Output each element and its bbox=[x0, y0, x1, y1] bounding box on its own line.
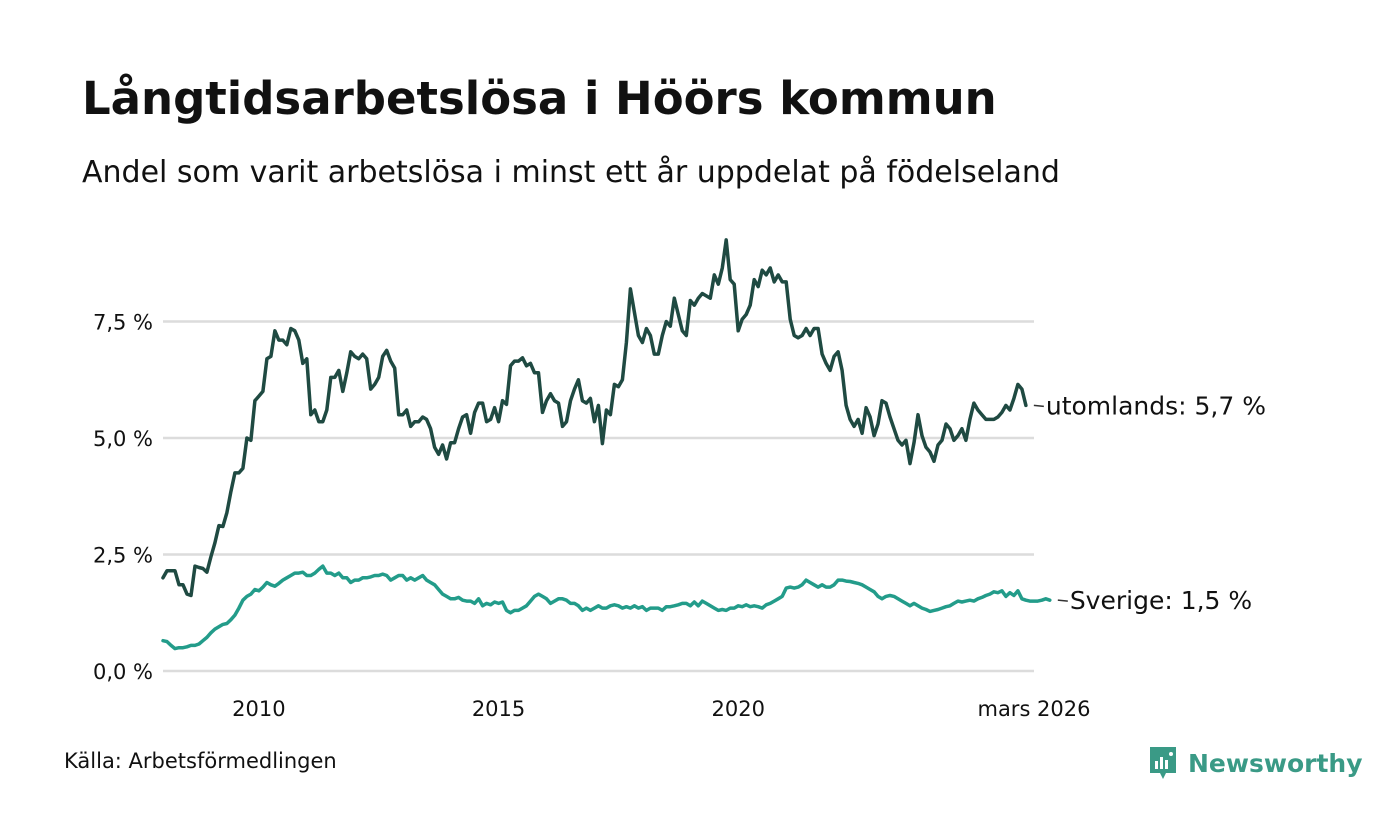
x-tick-label: 2020 bbox=[712, 697, 765, 721]
series-line-sverige bbox=[161, 564, 1052, 651]
end-label-connector bbox=[1057, 599, 1068, 602]
chart-subtitle: Andel som varit arbetslösa i minst ett å… bbox=[82, 155, 1060, 190]
y-tick-label: 5,0 % bbox=[93, 427, 153, 451]
y-tick-label: 7,5 % bbox=[93, 311, 153, 335]
x-tick-label: 2010 bbox=[232, 697, 285, 721]
end-label-utomlands: utomlands: 5,7 % bbox=[1046, 391, 1266, 420]
series-line-utomlands bbox=[161, 238, 1028, 598]
series-end-labels: utomlands: 5,7 % Sverige: 1,5 % bbox=[1033, 391, 1266, 615]
y-tick-label: 2,5 % bbox=[93, 544, 153, 568]
source-note: Källa: Arbetsförmedlingen bbox=[64, 749, 337, 773]
series-lines bbox=[161, 238, 1052, 651]
y-tick-label: 0,0 % bbox=[93, 660, 153, 684]
end-label-sverige: Sverige: 1,5 % bbox=[1070, 586, 1252, 615]
newsworthy-logo-text: Newsworthy bbox=[1188, 748, 1363, 778]
grid-lines bbox=[163, 320, 1034, 673]
end-label-connector bbox=[1033, 404, 1044, 408]
newsworthy-logo[interactable]: Newsworthy bbox=[1148, 744, 1363, 782]
x-tick-label: 2015 bbox=[472, 697, 525, 721]
chart-title: Långtidsarbetslösa i Höörs kommun bbox=[82, 72, 997, 125]
x-axis: 2010 2015 2020 mars 2026 bbox=[232, 697, 1090, 721]
y-axis: 0,0 % 2,5 % 5,0 % 7,5 % bbox=[93, 311, 153, 685]
x-tick-label: mars 2026 bbox=[977, 697, 1090, 721]
newsworthy-logo-icon bbox=[1150, 747, 1176, 779]
